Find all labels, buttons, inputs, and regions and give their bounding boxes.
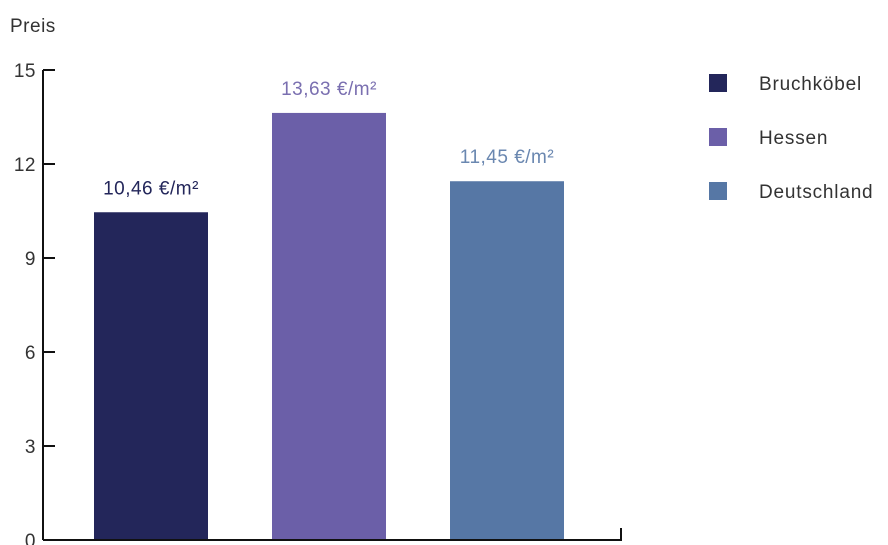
data-label: 11,45 €/m²	[460, 147, 554, 168]
legend-label: Bruchköbel	[759, 74, 862, 95]
y-axis-title: Preis	[10, 16, 56, 37]
y-tick-label: 3	[25, 437, 36, 458]
legend: Bruchköbel Hessen Deutschland	[709, 74, 873, 203]
y-axis-ticks: 0 3 6 9 12 15	[14, 61, 55, 545]
y-tick-label: 0	[25, 531, 36, 545]
bars	[94, 112, 564, 540]
bar-hessen	[272, 112, 386, 540]
legend-label: Hessen	[759, 128, 828, 149]
legend-swatch	[709, 182, 727, 200]
legend-swatch	[709, 74, 727, 92]
y-tick-label: 6	[25, 343, 36, 364]
legend-label: Deutschland	[759, 182, 873, 203]
y-tick-label: 12	[14, 155, 36, 176]
data-labels: 10,46 €/m² 13,63 €/m² 11,45 €/m²	[103, 79, 554, 199]
y-tick-label: 15	[14, 61, 36, 82]
legend-swatch	[709, 128, 727, 146]
data-label: 13,63 €/m²	[281, 79, 377, 100]
bar-bruchköbel	[94, 212, 208, 540]
bar-deutschland	[450, 181, 564, 540]
y-tick-label: 9	[25, 249, 36, 270]
data-label: 10,46 €/m²	[103, 178, 199, 199]
